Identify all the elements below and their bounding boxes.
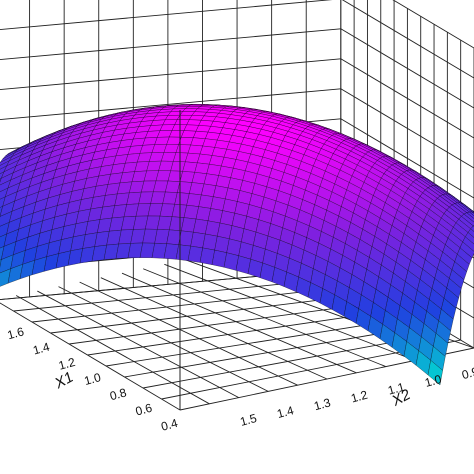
x1-tick-label: 1.6	[6, 324, 26, 342]
back-wall-grid-line	[340, 58, 474, 139]
surface-mesh	[0, 104, 474, 386]
surface-patch	[467, 228, 474, 238]
surface-patch	[470, 225, 474, 232]
back-wall-grid-line	[0, 58, 341, 91]
back-wall-grid-line	[340, 28, 474, 109]
back-wall-grid-line	[341, 0, 474, 79]
x1-tick-label: 0.8	[108, 385, 128, 403]
x1-tick-label: 0.6	[134, 401, 154, 419]
back-wall-grid-line	[0, 88, 341, 121]
x1-axis-label: X1	[51, 369, 76, 393]
floor-grid-line	[58, 286, 269, 392]
back-wall-grid-line	[392, 0, 474, 49]
x1-tick-label: 0.4	[160, 416, 180, 434]
x2-tick-label: 0.9	[460, 364, 474, 382]
floor-grid-line	[164, 263, 416, 361]
floor-grid-line	[100, 277, 328, 380]
x2-tick-label: 1.0	[423, 372, 443, 390]
floor-grid-line	[15, 295, 210, 405]
floor-grid-line	[121, 272, 357, 374]
surface-patch	[427, 359, 443, 386]
back-wall-grid-line	[0, 0, 333, 31]
x1-tick-label: 1.2	[57, 355, 77, 373]
x2-tick-label: 1.5	[238, 411, 258, 429]
x2-tick-labels: 1.51.41.31.21.11.00.90.8	[238, 364, 474, 429]
x2-tick-label: 1.4	[275, 403, 295, 421]
floor-grid-line	[143, 268, 386, 368]
x2-tick-label: 1.3	[312, 395, 332, 413]
back-wall-grid-line	[0, 28, 341, 61]
x1-tick-label: 1.4	[31, 340, 51, 358]
floor-grid-line	[37, 290, 240, 398]
floor-grid-line	[79, 281, 298, 386]
x2-tick-label: 1.2	[349, 388, 369, 406]
back-wall-grid-line	[340, 88, 474, 169]
back-wall-grid-line	[340, 118, 474, 199]
x2-tick-label: 1.1	[386, 380, 406, 398]
x1-tick-label: 1.0	[83, 370, 103, 388]
x1-tick-labels: 1.81.61.41.21.00.80.60.4	[0, 309, 180, 434]
